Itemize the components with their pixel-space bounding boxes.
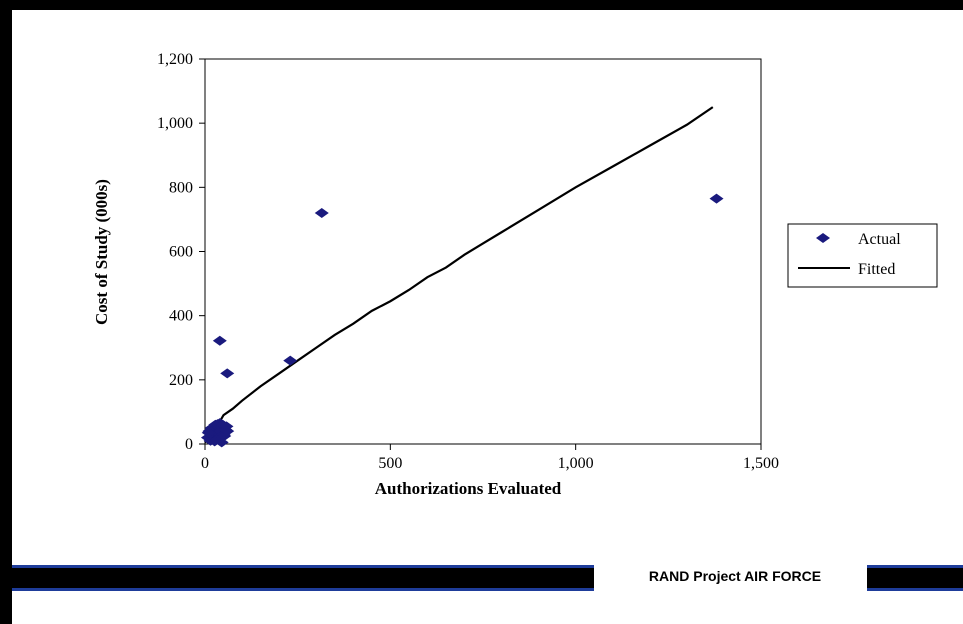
actual-point — [220, 426, 235, 437]
legend-actual-marker — [816, 233, 830, 243]
y-tick-label: 200 — [169, 372, 193, 389]
x-axis-ticks: 0 500 1,000 1,500 — [201, 444, 779, 472]
y-tick-label: 600 — [169, 244, 193, 261]
actual-point — [220, 368, 235, 379]
x-axis-label: Authorizations Evaluated — [375, 479, 562, 498]
scatter-chart: 0 500 1,000 1,500 0 200 400 600 800 1,000 1,200 A… — [92, 51, 938, 498]
actual-point — [212, 335, 227, 346]
footer-bar-left — [12, 565, 594, 591]
footer-label: RAND Project AIR FORCE — [648, 568, 822, 584]
y-tick-label: 1,000 — [157, 115, 193, 132]
y-tick-label: 0 — [185, 436, 193, 453]
footer-bar-right — [867, 565, 963, 591]
legend-actual-label: Actual — [858, 231, 901, 248]
fitted-series-line — [204, 106, 714, 444]
x-tick-label: 0 — [201, 455, 209, 472]
y-axis-ticks: 0 200 400 600 800 1,000 1,200 — [157, 51, 205, 453]
y-tick-label: 400 — [169, 308, 193, 325]
y-axis-label: Cost of Study (000s) — [92, 179, 111, 325]
y-tick-label: 1,200 — [157, 51, 193, 68]
x-tick-label: 500 — [378, 455, 402, 472]
actual-point — [314, 208, 329, 218]
actual-markers-layer — [200, 193, 724, 448]
legend-box — [787, 223, 938, 288]
y-tick-label: 800 — [169, 179, 193, 196]
fitted-line-layer — [204, 106, 714, 444]
actual-point — [709, 193, 724, 204]
plot-area — [204, 58, 762, 445]
legend-fitted-label: Fitted — [858, 261, 895, 278]
legend: Actual Fitted — [787, 223, 938, 288]
x-tick-label: 1,000 — [558, 455, 594, 472]
x-tick-label: 1,500 — [743, 455, 779, 472]
actual-point — [283, 355, 298, 366]
actual-point — [201, 427, 216, 438]
slide: 0 500 1,000 1,500 0 200 400 600 800 1,000 1,200 A… — [12, 10, 963, 624]
actual-point — [207, 436, 222, 447]
